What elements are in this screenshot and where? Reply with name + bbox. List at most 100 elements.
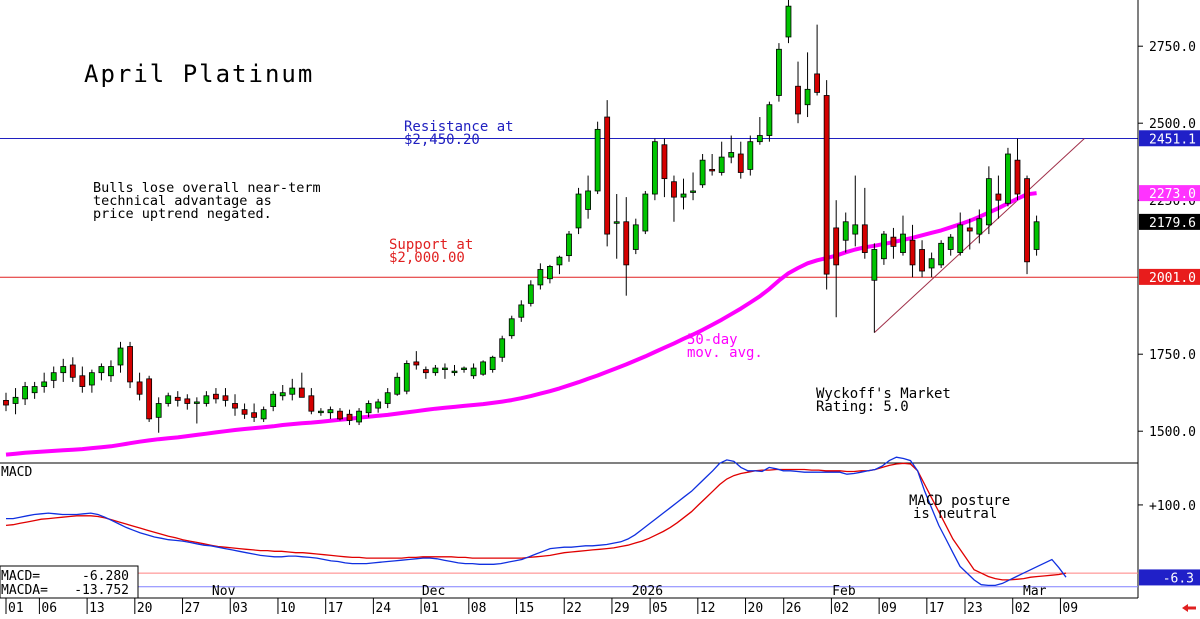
candle bbox=[279, 385, 286, 401]
comment-line: price uptrend negated. bbox=[93, 206, 272, 222]
candle bbox=[613, 194, 620, 259]
month-label: 2026 bbox=[632, 584, 663, 599]
candle bbox=[1005, 147, 1011, 207]
resistance-label: Resistance at $2,450.20 bbox=[404, 119, 522, 148]
day-label: 02 bbox=[1015, 601, 1031, 616]
month-label: Nov bbox=[212, 584, 236, 599]
candle bbox=[69, 357, 76, 382]
candles bbox=[3, 0, 1040, 433]
macd-comment-line: is neutral bbox=[913, 506, 997, 522]
month-label: Mar bbox=[1023, 584, 1047, 599]
macd-readout-label: MACD= bbox=[1, 569, 40, 584]
candle bbox=[861, 187, 868, 259]
day-label: 09 bbox=[881, 601, 897, 616]
day-label: 17 bbox=[929, 601, 945, 616]
candle bbox=[814, 24, 821, 96]
candle bbox=[566, 231, 572, 262]
svg-text:-6.3: -6.3 bbox=[1163, 571, 1194, 586]
candle bbox=[795, 61, 801, 124]
resistance-label-line: Resistance at bbox=[404, 119, 514, 135]
candle bbox=[594, 121, 601, 195]
candle bbox=[174, 391, 181, 407]
candle bbox=[632, 218, 639, 255]
svg-text:2179.6: 2179.6 bbox=[1149, 216, 1196, 231]
candle bbox=[327, 406, 334, 419]
candle bbox=[470, 363, 477, 379]
candle bbox=[241, 403, 248, 419]
svg-text:2451.1: 2451.1 bbox=[1149, 132, 1196, 147]
candle bbox=[60, 358, 67, 382]
support-label-line: $2,000.00 bbox=[389, 250, 465, 266]
candle bbox=[852, 175, 859, 247]
candle bbox=[41, 372, 48, 393]
rating-text: Wyckoff's Market Rating: 5.0 bbox=[816, 386, 959, 415]
candle bbox=[356, 408, 362, 426]
price-tag: 2179.6 bbox=[1139, 213, 1200, 231]
day-label: 09 bbox=[1062, 601, 1078, 616]
candle bbox=[776, 43, 782, 102]
candle bbox=[527, 280, 534, 307]
day-label: 24 bbox=[375, 601, 391, 616]
candle bbox=[785, 0, 792, 44]
candle bbox=[213, 388, 219, 404]
macda-readout-label: MACDA= bbox=[1, 583, 48, 598]
candle bbox=[699, 154, 706, 188]
candle bbox=[747, 135, 754, 176]
day-label: 01 bbox=[423, 601, 439, 616]
month-label: Feb bbox=[832, 584, 856, 599]
candle bbox=[489, 355, 496, 373]
ma-label-line: 50-day bbox=[687, 332, 738, 348]
comment-text: Bulls lose overall near-term technical a… bbox=[93, 180, 329, 222]
macd-comment-line: MACD posture bbox=[909, 493, 1010, 509]
price-tick-label: 1500.0 bbox=[1149, 425, 1196, 440]
candle bbox=[804, 52, 811, 118]
candle bbox=[1014, 138, 1021, 201]
candle bbox=[317, 408, 324, 416]
candle bbox=[651, 138, 658, 201]
candle bbox=[833, 200, 840, 318]
candle bbox=[88, 369, 95, 393]
candle bbox=[203, 391, 210, 407]
candle bbox=[728, 135, 735, 164]
macd-panel: +100.0 -6.3 bbox=[0, 456, 1200, 588]
svg-text:2273.0: 2273.0 bbox=[1149, 187, 1196, 202]
price-tag: 2001.0 bbox=[1139, 268, 1200, 286]
candle bbox=[31, 381, 38, 399]
candle bbox=[298, 372, 305, 398]
candle bbox=[108, 360, 114, 382]
candle bbox=[12, 388, 19, 415]
candle bbox=[413, 351, 420, 370]
day-label: 01 bbox=[8, 601, 24, 616]
candle bbox=[155, 397, 162, 433]
candle bbox=[1024, 175, 1030, 275]
resistance-label-line: $2,450.20 bbox=[404, 132, 480, 148]
comment-line: Bulls lose overall near-term bbox=[93, 180, 321, 196]
candle bbox=[823, 80, 830, 290]
candle bbox=[518, 300, 525, 322]
support-label-line: Support at bbox=[389, 237, 473, 253]
day-label: 10 bbox=[280, 601, 296, 616]
candle bbox=[756, 117, 763, 145]
candle bbox=[384, 388, 391, 409]
rating-line: Wyckoff's Market bbox=[816, 386, 951, 402]
candle bbox=[432, 364, 439, 376]
price-tick-label: 2750.0 bbox=[1149, 40, 1196, 55]
candle bbox=[308, 388, 315, 415]
candle bbox=[461, 366, 467, 373]
candle bbox=[193, 397, 200, 424]
candle bbox=[165, 392, 172, 407]
candle bbox=[289, 378, 296, 401]
candle bbox=[661, 138, 668, 198]
day-label: 08 bbox=[471, 601, 487, 616]
candle bbox=[938, 240, 945, 268]
candle bbox=[375, 398, 382, 413]
candle bbox=[394, 372, 401, 396]
candle bbox=[222, 388, 229, 407]
candle bbox=[575, 187, 582, 235]
candle bbox=[79, 366, 86, 393]
price-tag: 2273.0 bbox=[1139, 185, 1200, 202]
candle bbox=[184, 394, 191, 410]
day-label: 20 bbox=[748, 601, 764, 616]
ma-label-line: mov. avg. bbox=[687, 345, 763, 361]
left-arrow-icon[interactable] bbox=[1182, 604, 1196, 612]
